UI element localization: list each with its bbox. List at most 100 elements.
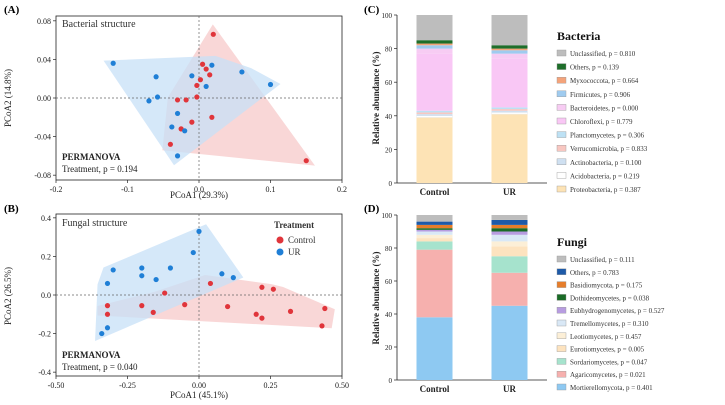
point-a-ur xyxy=(174,110,181,117)
point-a-control xyxy=(199,61,206,67)
point-b-control xyxy=(259,284,265,290)
y-axis-label-c: Relative abundance (%) xyxy=(371,52,381,145)
x-axis-label-b: PCoA1 (45.1%) xyxy=(170,390,228,400)
legend-swatch-d-basidiomycota xyxy=(556,281,567,288)
y-tick-label-b: 0.4 xyxy=(41,214,51,223)
legend-label-d-dothideomycetes: Dothideomycetes, p = 0.038 xyxy=(570,294,650,302)
panel-b-pcoa-fungi: (B) -0.50 -0.25 0.00 0.25 0.50 -0.4 -0.2 0.0 0.2… xyxy=(3,203,349,400)
legend-swatch-d-sordariomycetes xyxy=(556,358,567,365)
point-a-ur xyxy=(169,124,175,130)
legend-label-c-unclassified: Unclassified, p = 0.810 xyxy=(570,50,636,58)
point-b-ur xyxy=(99,330,105,337)
bar-segment-d-eurotiomycetes xyxy=(491,246,528,257)
legend-swatch-d-others xyxy=(556,268,567,275)
point-b-control xyxy=(253,311,259,317)
point-a-ur xyxy=(203,83,209,90)
y-tick-label-d: 0 xyxy=(389,377,393,385)
bar-segment-d-agaricomycetes xyxy=(491,272,528,306)
bar-segment-c-bacteroidetes xyxy=(491,53,528,59)
bar-segment-d-dothideomycetes xyxy=(416,228,453,230)
panel-label-a: (A) xyxy=(4,4,20,16)
point-a-control xyxy=(174,97,181,103)
y-tick-label-a: 0.04 xyxy=(37,55,51,64)
legend-swatch-d-eubhydrogenomycetes xyxy=(556,307,567,314)
bar-segment-d-basidiomycota xyxy=(491,224,528,229)
bar-segment-c-myxococcota xyxy=(416,43,453,46)
legend-label-d-others: Others, p = 0.783 xyxy=(570,269,619,277)
x-tick-label-b: 0.25 xyxy=(264,381,278,390)
legend-label-control: Control xyxy=(288,235,316,245)
legend-label-d-agaricomycetes: Agaricomycetes, p = 0.021 xyxy=(570,371,646,379)
point-b-ur xyxy=(196,228,202,234)
y-tick-label-c: 20 xyxy=(385,146,393,154)
legend-title-c: Bacteria xyxy=(557,29,600,43)
legend-label-c-acidobacteria: Acidobacteria, p = 0.219 xyxy=(570,172,640,180)
point-a-ur xyxy=(189,73,195,79)
bar-segment-d-others xyxy=(416,221,453,225)
bar-segment-c-chloroflexi xyxy=(416,53,453,111)
legend-label-c-myxococcota: Myxococcota, p = 0.664 xyxy=(570,77,639,85)
bar-segment-d-tremellomycetes xyxy=(491,234,528,242)
bar-segment-d-others xyxy=(491,219,528,225)
legend-label-c-bacteroidetes: Bacteroidetes, p = 0.000 xyxy=(570,104,639,112)
panel-d-fungi-composition: (D) 0 20 40 60 80 100 Control UR Fungi Unclassi… xyxy=(364,203,665,394)
x-tick-label-a: -0.2 xyxy=(50,185,63,194)
x-tick-label-b: -0.25 xyxy=(119,381,136,390)
y-tick-label-b: -0.2 xyxy=(38,330,51,339)
bar-segment-c-others xyxy=(416,40,453,44)
point-b-control xyxy=(150,309,156,315)
bar-segment-c-actinobacteria xyxy=(416,114,453,116)
y-tick-label-d: 80 xyxy=(385,245,393,253)
y-axis-label-a: PCoA2 (14.8%) xyxy=(3,69,13,127)
legend-swatch-d-eurotiomycetes xyxy=(556,345,567,352)
point-a-control xyxy=(183,97,189,103)
x-tick-label-a: 0.1 xyxy=(266,185,276,194)
legend-label-ur: UR xyxy=(288,247,301,257)
point-b-control xyxy=(139,303,145,309)
point-a-ur xyxy=(153,74,159,80)
bar-segment-c-firmicutes xyxy=(491,50,528,54)
x-axis-label-a: PCoA1 (29.3%) xyxy=(170,190,228,200)
point-b-ur xyxy=(153,276,159,283)
point-a-ur xyxy=(146,98,152,104)
point-b-control xyxy=(322,305,328,312)
y-tick-label-c: 0 xyxy=(389,180,393,188)
point-b-ur xyxy=(230,275,236,281)
y-tick-label-a: 0.00 xyxy=(37,94,51,103)
bar-segment-c-unclassified xyxy=(416,15,453,41)
legend-label-d-unclassified: Unclassified, p = 0.111 xyxy=(570,256,635,264)
point-b-control xyxy=(162,290,168,296)
x-tick-label-b: 0.50 xyxy=(335,381,349,390)
point-b-ur xyxy=(139,265,145,271)
bar-segment-d-dothideomycetes xyxy=(491,228,528,232)
bar-segment-c-bacteroidetes xyxy=(416,48,453,54)
category-label-c: Control xyxy=(420,187,450,197)
y-tick-label-d: 100 xyxy=(382,212,393,220)
point-b-ur xyxy=(139,273,145,279)
point-a-control xyxy=(209,114,215,120)
bar-segment-d-sordariomycetes xyxy=(416,241,453,250)
bar-segment-d-agaricomycetes xyxy=(416,249,453,318)
bar-segment-d-eurotiomycetes xyxy=(416,238,453,242)
point-b-control xyxy=(287,308,294,314)
legend-swatch-c-verrucomicrobia xyxy=(556,144,567,152)
bar-segment-c-firmicutes xyxy=(416,45,453,49)
y-tick-label-d: 40 xyxy=(385,311,393,319)
permanova-text-b: Treatment, p = 0.040 xyxy=(62,362,138,372)
y-tick-label-c: 40 xyxy=(385,113,393,121)
panel-label-b: (B) xyxy=(4,203,19,215)
legend-label-d-eurotiomycetes: Eurotiomycetes, p = 0.005 xyxy=(570,346,645,354)
point-b-ur xyxy=(104,325,111,331)
point-a-control xyxy=(194,82,200,89)
bar-segment-c-verrucomicrobia xyxy=(491,109,528,111)
category-label-d: Control xyxy=(420,384,450,394)
bar-segment-c-planctomycetes xyxy=(416,110,453,113)
y-tick-label-a: -0.04 xyxy=(34,133,51,142)
bar-segment-d-basidiomycota xyxy=(416,224,453,229)
y-tick-label-a: -0.08 xyxy=(34,171,51,180)
point-b-control xyxy=(225,303,231,310)
x-tick-label-b: -0.50 xyxy=(48,381,65,390)
y-tick-label-a: 0.08 xyxy=(37,17,51,26)
bar-segment-c-others xyxy=(491,45,528,49)
y-tick-label-c: 60 xyxy=(385,79,393,87)
